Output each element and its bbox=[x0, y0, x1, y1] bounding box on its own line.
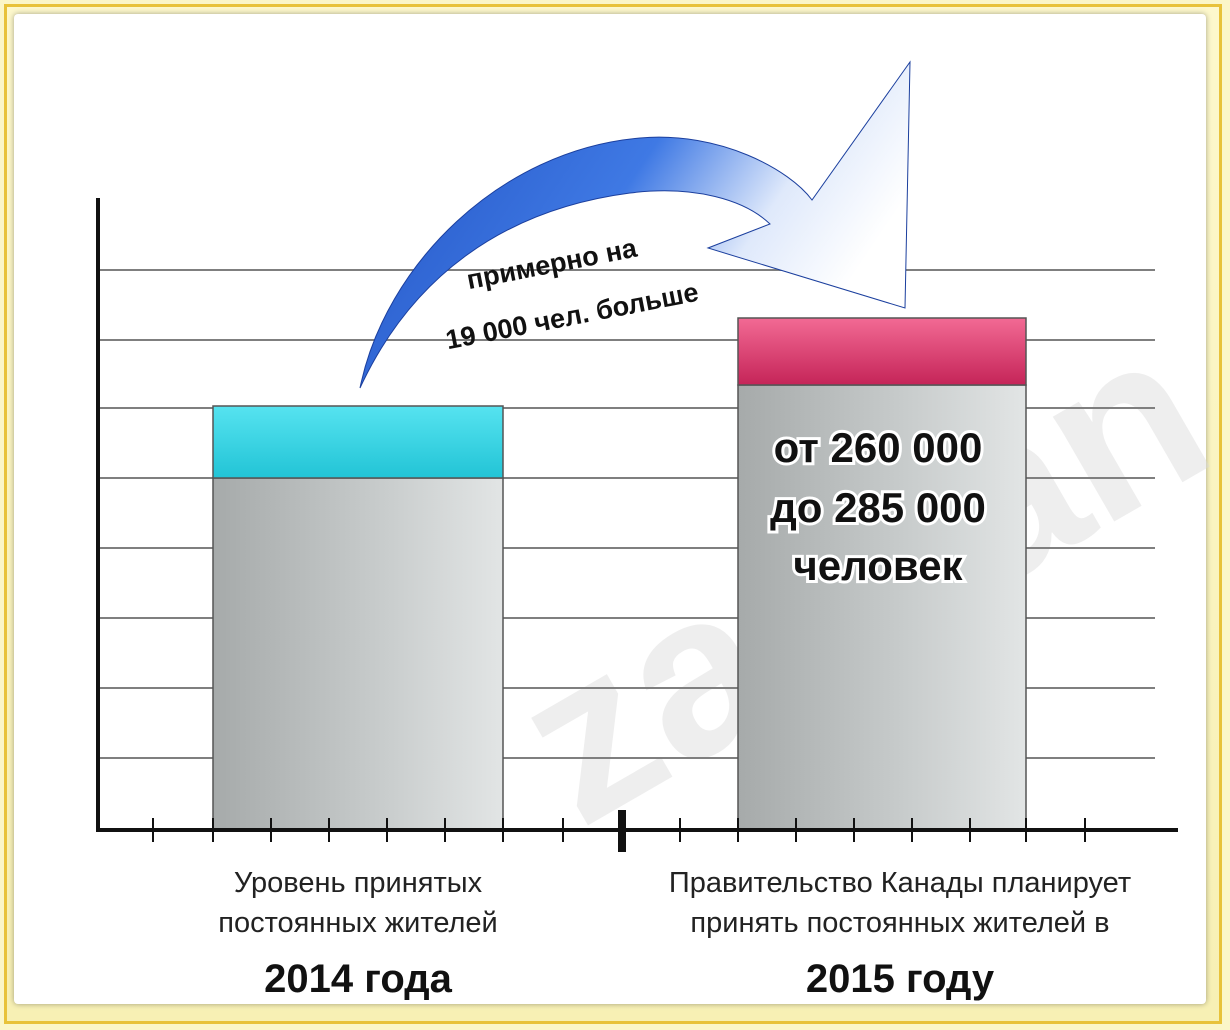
category-2014-caption-line-2: постоянных жителей bbox=[218, 907, 498, 939]
bar-2015 bbox=[737, 317, 1027, 831]
arrow-shape bbox=[359, 60, 911, 389]
bar-2014-base bbox=[212, 477, 504, 831]
arrow-label-line-1: примерно на bbox=[464, 233, 640, 296]
bar-2015-label: от 260 000 до 285 000 человек bbox=[767, 421, 989, 592]
bar-2015-label-line-3: человек bbox=[793, 542, 963, 589]
bar-2014-cap bbox=[212, 405, 504, 479]
bar-2015-label-line-1: от 260 000 bbox=[774, 424, 983, 471]
category-2015-caption-line-1: Правительство Канады планирует bbox=[669, 867, 1131, 899]
bar-2015-cap bbox=[737, 317, 1027, 386]
category-2015-label: 2015 году bbox=[806, 957, 995, 1001]
category-2014-label: 2014 года bbox=[264, 957, 453, 1001]
category-2014-caption-line-1: Уровень принятых bbox=[234, 867, 483, 899]
bar-2015-base bbox=[737, 384, 1027, 831]
axes bbox=[96, 198, 1178, 852]
bar-2014 bbox=[212, 405, 504, 831]
bar-2015-label-line-2: до 285 000 bbox=[770, 484, 986, 531]
category-2015-caption-line-2: принять постоянных жителей в bbox=[690, 907, 1109, 939]
